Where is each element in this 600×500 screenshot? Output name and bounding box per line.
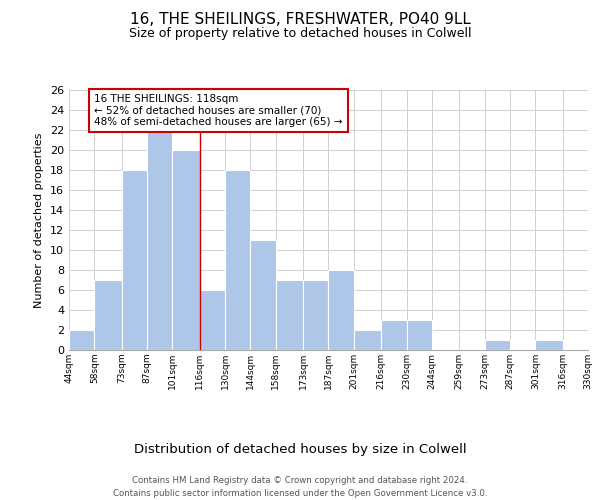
Text: Size of property relative to detached houses in Colwell: Size of property relative to detached ho… — [129, 28, 471, 40]
Text: Distribution of detached houses by size in Colwell: Distribution of detached houses by size … — [134, 442, 466, 456]
Bar — [303, 280, 329, 350]
Text: Contains HM Land Registry data © Crown copyright and database right 2024.: Contains HM Land Registry data © Crown c… — [132, 476, 468, 485]
Bar — [276, 280, 303, 350]
Bar — [381, 320, 407, 350]
Bar — [69, 330, 94, 350]
Bar — [225, 170, 250, 350]
Y-axis label: Number of detached properties: Number of detached properties — [34, 132, 44, 308]
Bar — [172, 150, 200, 350]
Text: Contains public sector information licensed under the Open Government Licence v3: Contains public sector information licen… — [113, 489, 487, 498]
Bar — [535, 340, 563, 350]
Bar — [200, 290, 225, 350]
Text: 16 THE SHEILINGS: 118sqm
← 52% of detached houses are smaller (70)
48% of semi-d: 16 THE SHEILINGS: 118sqm ← 52% of detach… — [94, 94, 343, 127]
Bar — [250, 240, 276, 350]
Bar — [329, 270, 354, 350]
Bar — [407, 320, 432, 350]
Bar — [94, 280, 122, 350]
Bar — [485, 340, 510, 350]
Text: 16, THE SHEILINGS, FRESHWATER, PO40 9LL: 16, THE SHEILINGS, FRESHWATER, PO40 9LL — [130, 12, 470, 28]
Bar — [122, 170, 147, 350]
Bar — [147, 130, 172, 350]
Bar — [354, 330, 381, 350]
